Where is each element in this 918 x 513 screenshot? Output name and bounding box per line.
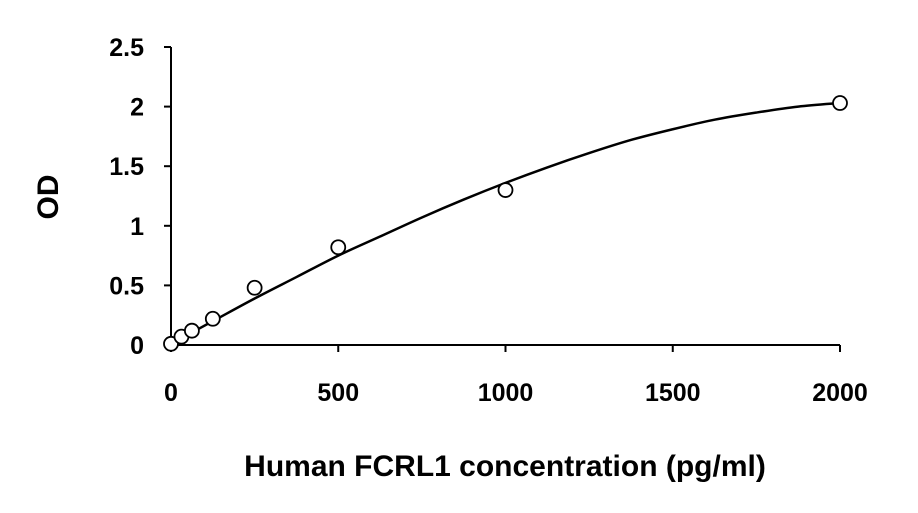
y-tick-label: 2: [130, 94, 144, 122]
data-point: [204, 310, 221, 327]
data-point: [330, 239, 347, 256]
data-point: [246, 279, 263, 296]
x-axis-title: Human FCRL1 concentration (pg/ml): [244, 450, 766, 483]
y-axis-title: OD: [32, 175, 65, 220]
x-axis: 0 500 1000 1500 2000: [164, 344, 868, 407]
fit-curve-line: [170, 101, 841, 345]
x-tick-label: 1000: [478, 379, 534, 407]
x-tick-label: 1500: [645, 379, 701, 407]
y-axis: 0 0.5 1 1.5 2 2.5: [109, 34, 172, 360]
data-point: [184, 322, 200, 339]
x-tick-label: 500: [317, 379, 359, 407]
fit-curve-layer: [170, 101, 841, 345]
y-tick-label: 1: [130, 213, 144, 241]
data-points-layer: [163, 95, 848, 352]
x-tick-label: 2000: [812, 379, 868, 407]
y-tick-label: 1.5: [109, 153, 144, 181]
data-point: [497, 182, 514, 198]
data-point: [832, 95, 848, 111]
x-tick-label: 0: [164, 379, 178, 407]
y-tick-label: 2.5: [109, 34, 144, 62]
y-tick-label: 0.5: [109, 272, 144, 300]
y-tick-label: 0: [130, 332, 144, 360]
